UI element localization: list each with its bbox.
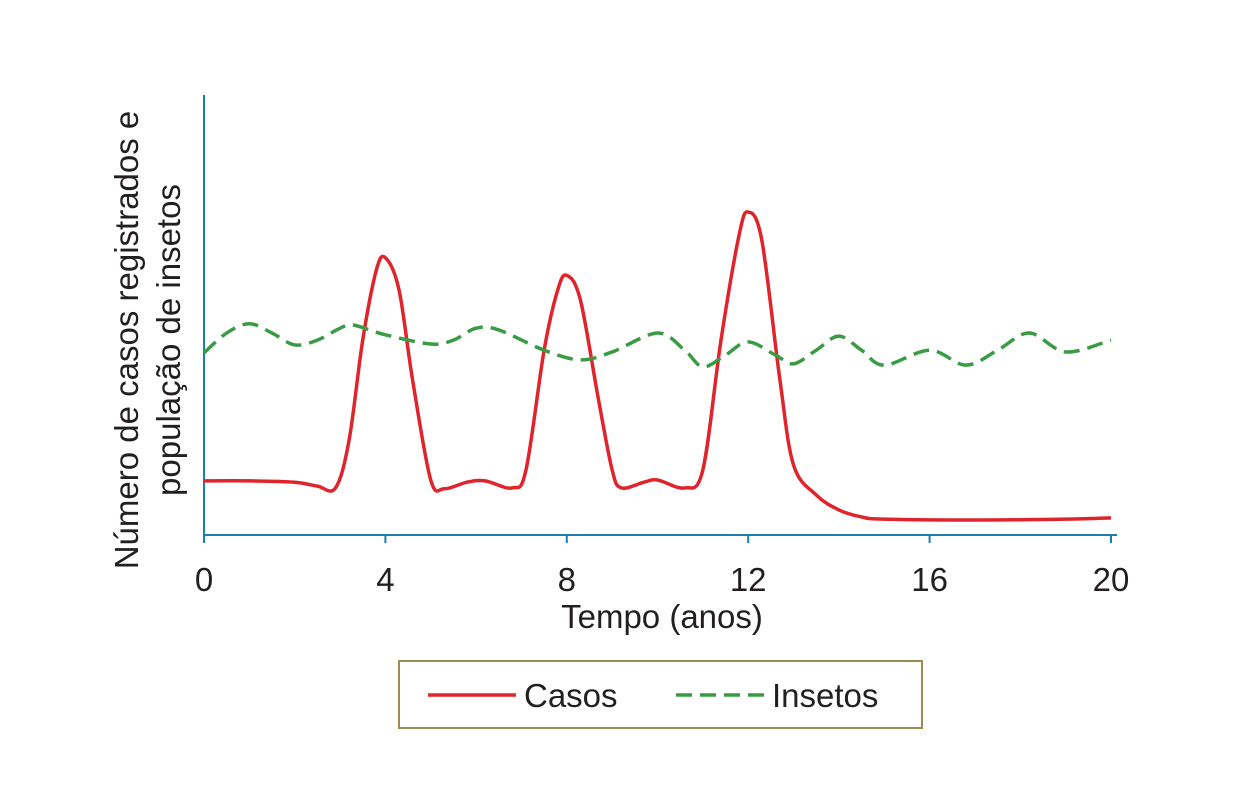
- x-tick-label: 12: [730, 561, 767, 598]
- x-tick-label: 4: [376, 561, 394, 598]
- x-tick-label: 16: [911, 561, 948, 598]
- y-axis-label: Número de casos registrados e: [108, 111, 145, 570]
- x-tick-label: 20: [1093, 561, 1130, 598]
- x-tick-label: 8: [558, 561, 576, 598]
- x-tick-label: 0: [195, 561, 213, 598]
- line: [202, 322, 1112, 369]
- y-axis-label: população de insetos: [150, 184, 187, 496]
- line: [203, 210, 1112, 522]
- legend-label: Insetos: [772, 677, 878, 714]
- legend-label: Casos: [524, 677, 618, 714]
- x-axis-label: Tempo (anos): [561, 598, 763, 635]
